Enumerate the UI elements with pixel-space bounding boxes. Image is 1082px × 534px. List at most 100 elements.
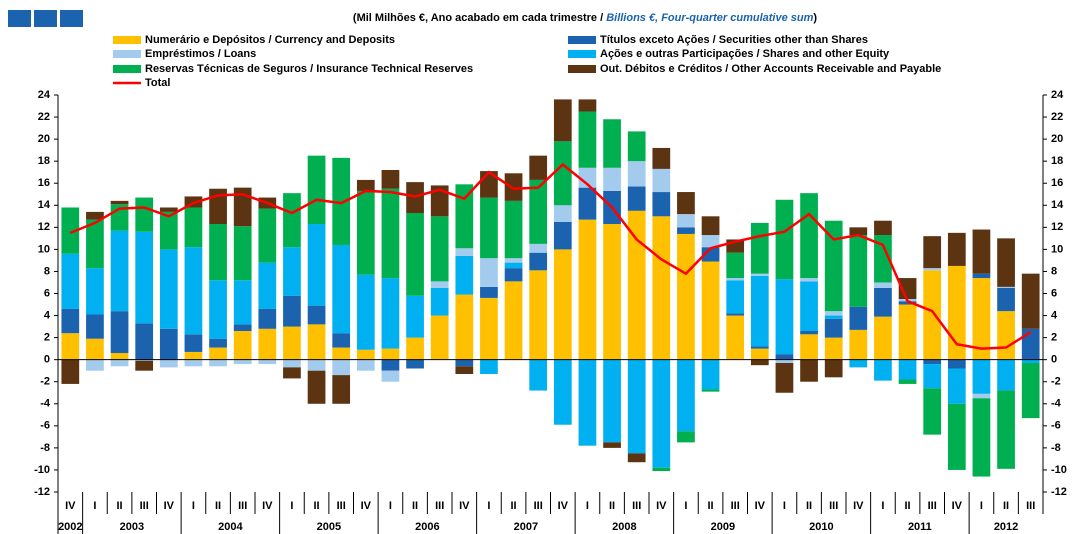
bar [504, 173, 523, 201]
bar [750, 359, 769, 366]
bar [233, 280, 252, 325]
bar [849, 306, 868, 330]
y-tick-label: 2 [1051, 332, 1057, 344]
y-tick-label: -8 [40, 442, 50, 454]
bar [110, 353, 129, 360]
bar [61, 207, 80, 254]
bar [135, 359, 154, 361]
bar [849, 227, 868, 236]
bar [652, 216, 671, 360]
x-tick-label: II [708, 500, 714, 512]
y-tick-label: 6 [44, 287, 50, 299]
bar [726, 252, 745, 279]
bar [332, 333, 351, 348]
year-label: 2005 [317, 521, 341, 533]
bar [627, 453, 646, 463]
x-tick-label: IV [558, 500, 569, 512]
bar [184, 247, 203, 335]
bar [898, 304, 917, 360]
x-tick-label: IV [65, 500, 76, 512]
bar [578, 99, 597, 112]
bar [430, 185, 449, 217]
x-tick-label: II [117, 500, 123, 512]
bar [209, 338, 227, 348]
bar [972, 278, 991, 360]
bar [356, 349, 375, 360]
bar [332, 375, 351, 404]
bar [381, 278, 400, 349]
y-tick-label: 18 [1051, 155, 1063, 167]
bar [455, 256, 474, 295]
bar [750, 346, 769, 349]
x-tick-label: IV [755, 500, 766, 512]
bar [750, 273, 769, 276]
y-tick-label: 8 [44, 265, 50, 277]
bar [652, 147, 671, 169]
bar [307, 370, 326, 404]
bar [824, 311, 843, 316]
x-tick-label: I [586, 500, 589, 512]
x-tick-label: I [487, 500, 490, 512]
bar [947, 359, 966, 369]
bar [553, 359, 572, 425]
bar [923, 388, 942, 435]
bar [480, 297, 498, 360]
bar [898, 301, 917, 305]
bar [997, 390, 1015, 469]
y-tick-label: 20 [1051, 133, 1063, 145]
y-tick-label: 24 [38, 89, 51, 101]
bar [504, 258, 523, 263]
bar [972, 398, 991, 477]
bar [553, 205, 572, 222]
bar [332, 157, 351, 245]
y-tick-label: 16 [38, 177, 50, 189]
y-tick-label: -12 [1051, 486, 1067, 498]
bar [775, 354, 794, 360]
bar [233, 226, 252, 281]
legend-swatch [113, 65, 141, 73]
y-tick-label: 0 [44, 354, 50, 366]
bar [677, 214, 695, 228]
bar [86, 211, 104, 220]
bar [701, 389, 720, 392]
x-tick-label: I [881, 500, 884, 512]
bar [874, 316, 892, 360]
bar [603, 224, 621, 360]
legend-swatch [113, 36, 141, 44]
bar [184, 207, 203, 248]
bar [258, 208, 277, 263]
bar [726, 313, 745, 316]
y-tick-label: 12 [1051, 221, 1063, 233]
legend-swatch [568, 50, 596, 58]
bar [307, 155, 326, 225]
bar [726, 315, 745, 360]
bar [159, 211, 178, 250]
bar [61, 308, 80, 334]
bar [233, 187, 252, 227]
bar [283, 247, 301, 296]
bar [923, 359, 942, 365]
bar [947, 232, 966, 266]
y-tick-label: -4 [1051, 398, 1062, 410]
bar [627, 210, 646, 360]
legend-label: Ações e outras Participações / Shares an… [600, 48, 890, 60]
y-tick-label: 18 [38, 155, 50, 167]
bar [775, 359, 794, 363]
bar [455, 294, 474, 360]
bar [923, 364, 942, 389]
x-tick-label: III [238, 500, 247, 512]
bar [701, 261, 720, 360]
bar [86, 314, 104, 339]
year-label: 2003 [120, 521, 144, 533]
bar [455, 184, 474, 249]
bar [997, 238, 1015, 287]
bar [529, 270, 548, 360]
bar [701, 216, 720, 236]
year-label: 2008 [612, 521, 636, 533]
y-tick-label: 0 [1051, 354, 1057, 366]
bar [258, 262, 277, 309]
bar [923, 236, 942, 269]
bar [406, 337, 424, 360]
x-tick-label: II [1003, 500, 1009, 512]
